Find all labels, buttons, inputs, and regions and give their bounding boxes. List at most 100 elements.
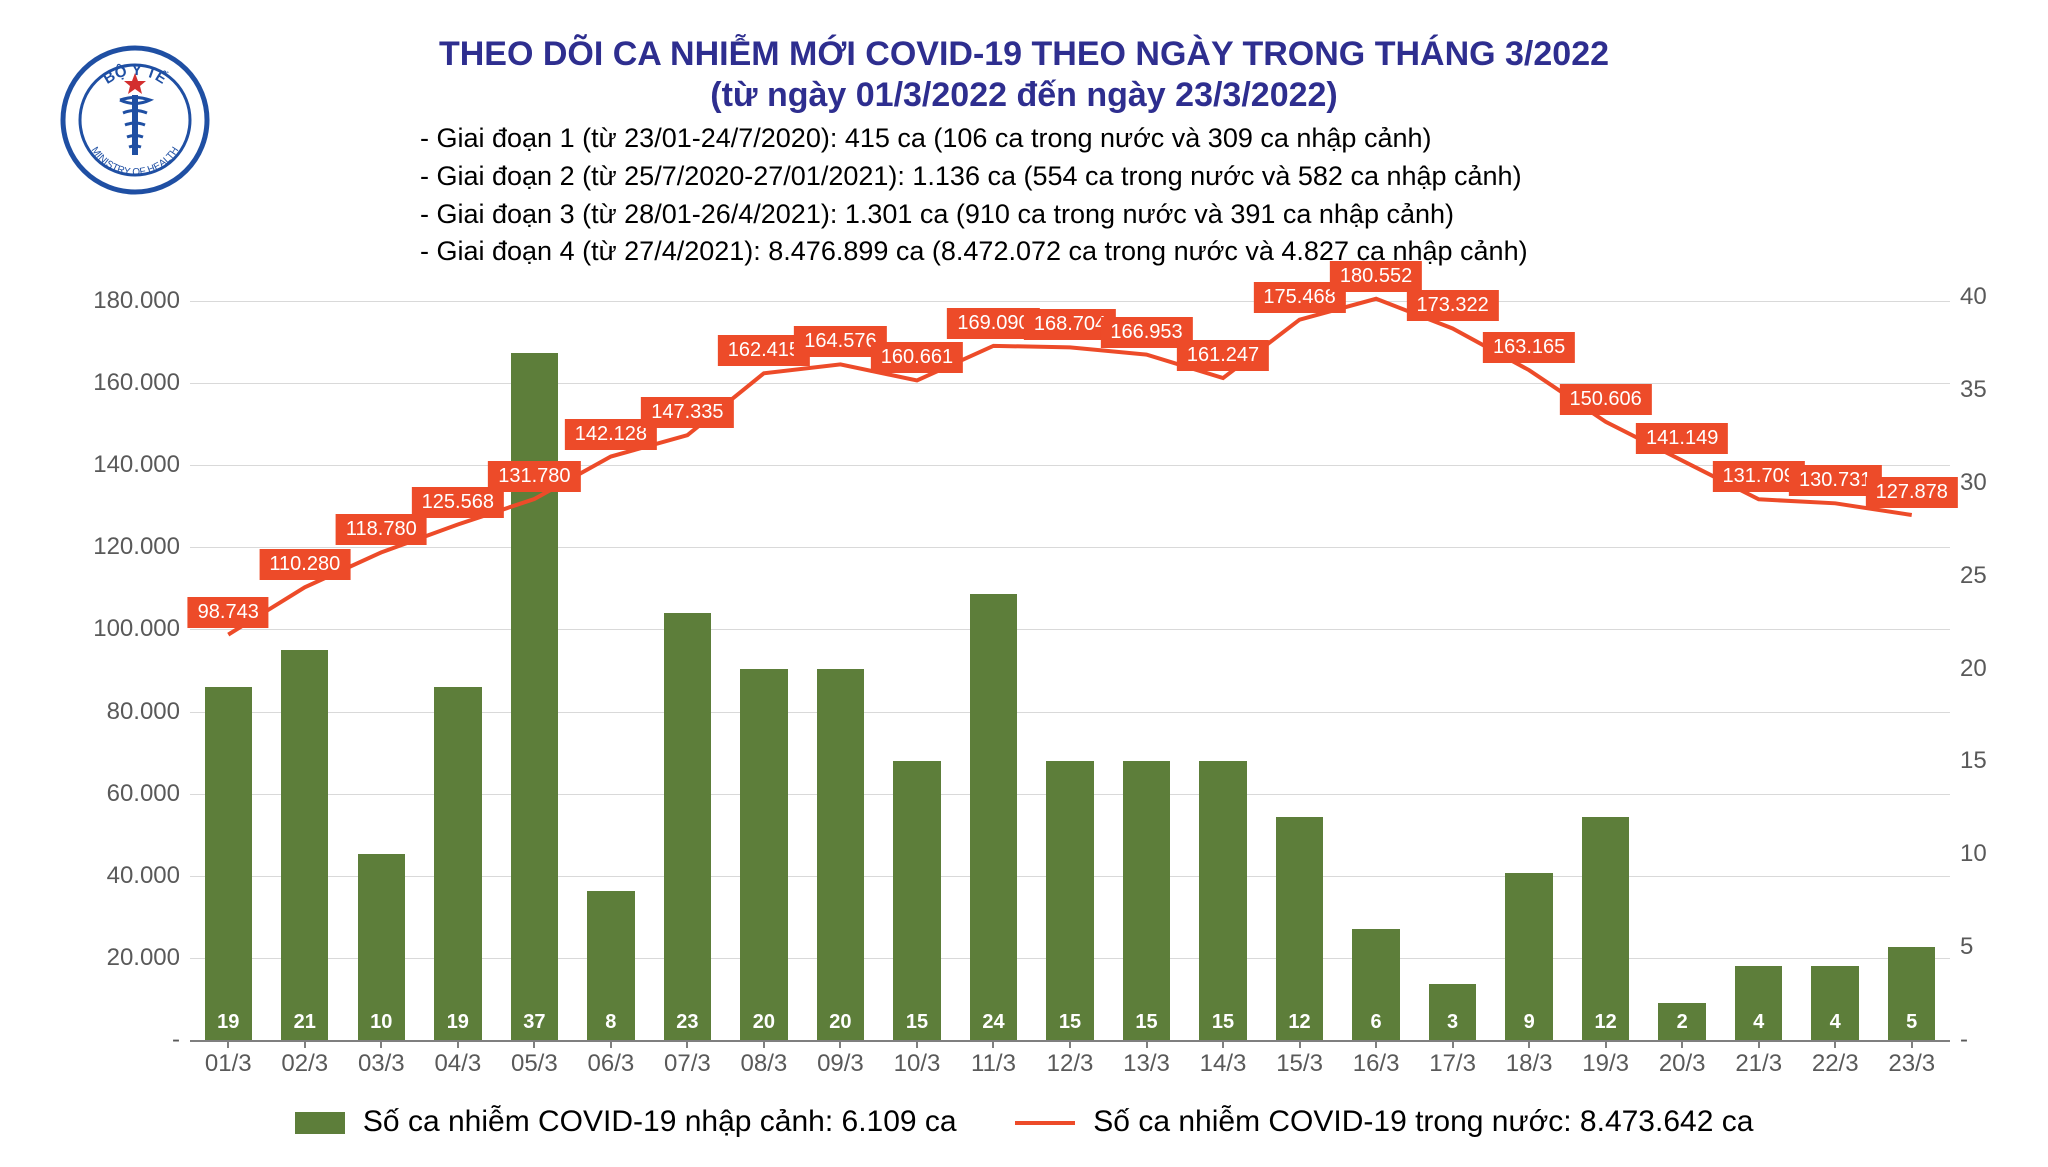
summary-block: - Giai đoạn 1 (từ 23/01-24/7/2020): 415 … bbox=[420, 120, 1528, 271]
legend-bar-text: Số ca nhiễm COVID-19 nhập cảnh: 6.109 ca bbox=[363, 1105, 957, 1138]
x-tick-label: 08/3 bbox=[741, 1050, 788, 1078]
bar-value-label: 5 bbox=[1906, 1011, 1917, 1034]
y-left-tick-label: 160.000 bbox=[80, 369, 180, 397]
bar-value-label: 6 bbox=[1371, 1011, 1382, 1034]
bar-value-label: 21 bbox=[294, 1011, 316, 1034]
y-left-tick-label: 40.000 bbox=[80, 862, 180, 890]
line-value-label: 150.606 bbox=[1559, 384, 1651, 415]
x-tick bbox=[457, 1040, 459, 1048]
bar: 8 bbox=[587, 891, 634, 1040]
bar: 37 bbox=[511, 353, 558, 1040]
x-tick bbox=[763, 1040, 765, 1048]
summary-line: - Giai đoạn 1 (từ 23/01-24/7/2020): 415 … bbox=[420, 120, 1528, 158]
x-tick bbox=[839, 1040, 841, 1048]
y-left-tick-label: 180.000 bbox=[80, 287, 180, 315]
legend-line-text: Số ca nhiễm COVID-19 trong nước: 8.473.6… bbox=[1093, 1105, 1753, 1138]
x-tick-label: 15/3 bbox=[1276, 1050, 1323, 1078]
x-tick-label: 16/3 bbox=[1353, 1050, 1400, 1078]
x-tick bbox=[686, 1040, 688, 1048]
x-tick bbox=[380, 1040, 382, 1048]
bar-value-label: 15 bbox=[906, 1011, 928, 1034]
x-tick-label: 13/3 bbox=[1123, 1050, 1170, 1078]
bar: 9 bbox=[1505, 873, 1552, 1040]
x-tick-label: 05/3 bbox=[511, 1050, 558, 1078]
x-tick bbox=[1681, 1040, 1683, 1048]
bar: 23 bbox=[664, 613, 711, 1040]
bar-value-label: 15 bbox=[1135, 1011, 1157, 1034]
bar: 24 bbox=[970, 594, 1017, 1040]
x-tick bbox=[1452, 1040, 1454, 1048]
y-right-tick-label: 40 bbox=[1960, 283, 2010, 311]
bar-value-label: 15 bbox=[1059, 1011, 1081, 1034]
x-tick-label: 14/3 bbox=[1200, 1050, 1247, 1078]
summary-line: - Giai đoạn 3 (từ 28/01-26/4/2021): 1.30… bbox=[420, 196, 1528, 234]
bar-value-label: 20 bbox=[753, 1011, 775, 1034]
bar-value-label: 15 bbox=[1212, 1011, 1234, 1034]
line-value-label: 131.780 bbox=[488, 461, 580, 492]
bar: 15 bbox=[1123, 761, 1170, 1040]
legend-bar-swatch bbox=[295, 1112, 345, 1134]
x-tick-label: 17/3 bbox=[1429, 1050, 1476, 1078]
bars-layer: 19211019378232020152415151512639122445 bbox=[190, 260, 1950, 1040]
bar: 21 bbox=[281, 650, 328, 1040]
x-tick-label: 04/3 bbox=[434, 1050, 481, 1078]
chart-title: THEO DÕI CA NHIỄM MỚI COVID-19 THEO NGÀY… bbox=[20, 35, 2028, 115]
chart-container: BỘ Y TẾ MINISTRY OF HEALTH THEO DÕI CA N… bbox=[20, 20, 2028, 1147]
bar-value-label: 10 bbox=[370, 1011, 392, 1034]
x-tick bbox=[1834, 1040, 1836, 1048]
y-left-tick-label: - bbox=[80, 1026, 180, 1054]
bar-value-label: 4 bbox=[1753, 1011, 1764, 1034]
x-tick bbox=[1911, 1040, 1913, 1048]
bar: 2 bbox=[1658, 1003, 1705, 1040]
x-tick-label: 09/3 bbox=[817, 1050, 864, 1078]
line-value-label: 110.280 bbox=[259, 549, 350, 580]
x-tick bbox=[1299, 1040, 1301, 1048]
x-tick bbox=[227, 1040, 229, 1048]
y-left-tick-label: 60.000 bbox=[80, 780, 180, 808]
bar: 5 bbox=[1888, 947, 1935, 1040]
bar: 15 bbox=[1046, 761, 1093, 1040]
x-tick bbox=[916, 1040, 918, 1048]
legend-line-swatch bbox=[1015, 1121, 1075, 1125]
y-right-tick-label: 35 bbox=[1960, 376, 2010, 404]
line-value-label: 173.322 bbox=[1406, 290, 1498, 321]
line-value-label: 161.247 bbox=[1177, 340, 1269, 371]
line-value-label: 98.743 bbox=[188, 597, 269, 628]
bar: 6 bbox=[1352, 929, 1399, 1040]
title-line-1: THEO DÕI CA NHIỄM MỚI COVID-19 THEO NGÀY… bbox=[20, 35, 2028, 74]
x-tick bbox=[1605, 1040, 1607, 1048]
bar-value-label: 12 bbox=[1288, 1011, 1310, 1034]
bar-value-label: 3 bbox=[1447, 1011, 1458, 1034]
y-right-tick-label: 15 bbox=[1960, 747, 2010, 775]
bar: 19 bbox=[205, 687, 252, 1040]
bar-value-label: 19 bbox=[217, 1011, 239, 1034]
bar: 4 bbox=[1811, 966, 1858, 1040]
bar-value-label: 4 bbox=[1830, 1011, 1841, 1034]
y-left-tick-label: 20.000 bbox=[80, 944, 180, 972]
bar-value-label: 12 bbox=[1595, 1011, 1617, 1034]
line-value-label: 160.661 bbox=[871, 342, 963, 373]
x-tick-label: 03/3 bbox=[358, 1050, 405, 1078]
x-tick-label: 23/3 bbox=[1888, 1050, 1935, 1078]
x-tick-label: 18/3 bbox=[1506, 1050, 1553, 1078]
bar-value-label: 20 bbox=[829, 1011, 851, 1034]
x-tick bbox=[1222, 1040, 1224, 1048]
y-left-tick-label: 100.000 bbox=[80, 615, 180, 643]
y-right-tick-label: 20 bbox=[1960, 655, 2010, 683]
x-tick bbox=[1375, 1040, 1377, 1048]
line-value-label: 147.335 bbox=[641, 397, 733, 428]
x-tick-label: 22/3 bbox=[1812, 1050, 1859, 1078]
bar: 4 bbox=[1735, 966, 1782, 1040]
x-tick-label: 11/3 bbox=[971, 1050, 1016, 1078]
title-line-2: (từ ngày 01/3/2022 đến ngày 23/3/2022) bbox=[20, 76, 2028, 115]
x-tick-label: 19/3 bbox=[1582, 1050, 1629, 1078]
x-tick-label: 21/3 bbox=[1735, 1050, 1782, 1078]
bar-value-label: 9 bbox=[1524, 1011, 1535, 1034]
x-tick bbox=[1528, 1040, 1530, 1048]
y-right-tick-label: 10 bbox=[1960, 840, 2010, 868]
y-right-tick-label: - bbox=[1960, 1026, 2010, 1054]
x-tick bbox=[1758, 1040, 1760, 1048]
y-left-tick-label: 120.000 bbox=[80, 533, 180, 561]
y-right-tick-label: 30 bbox=[1960, 469, 2010, 497]
y-left-tick-label: 140.000 bbox=[80, 451, 180, 479]
